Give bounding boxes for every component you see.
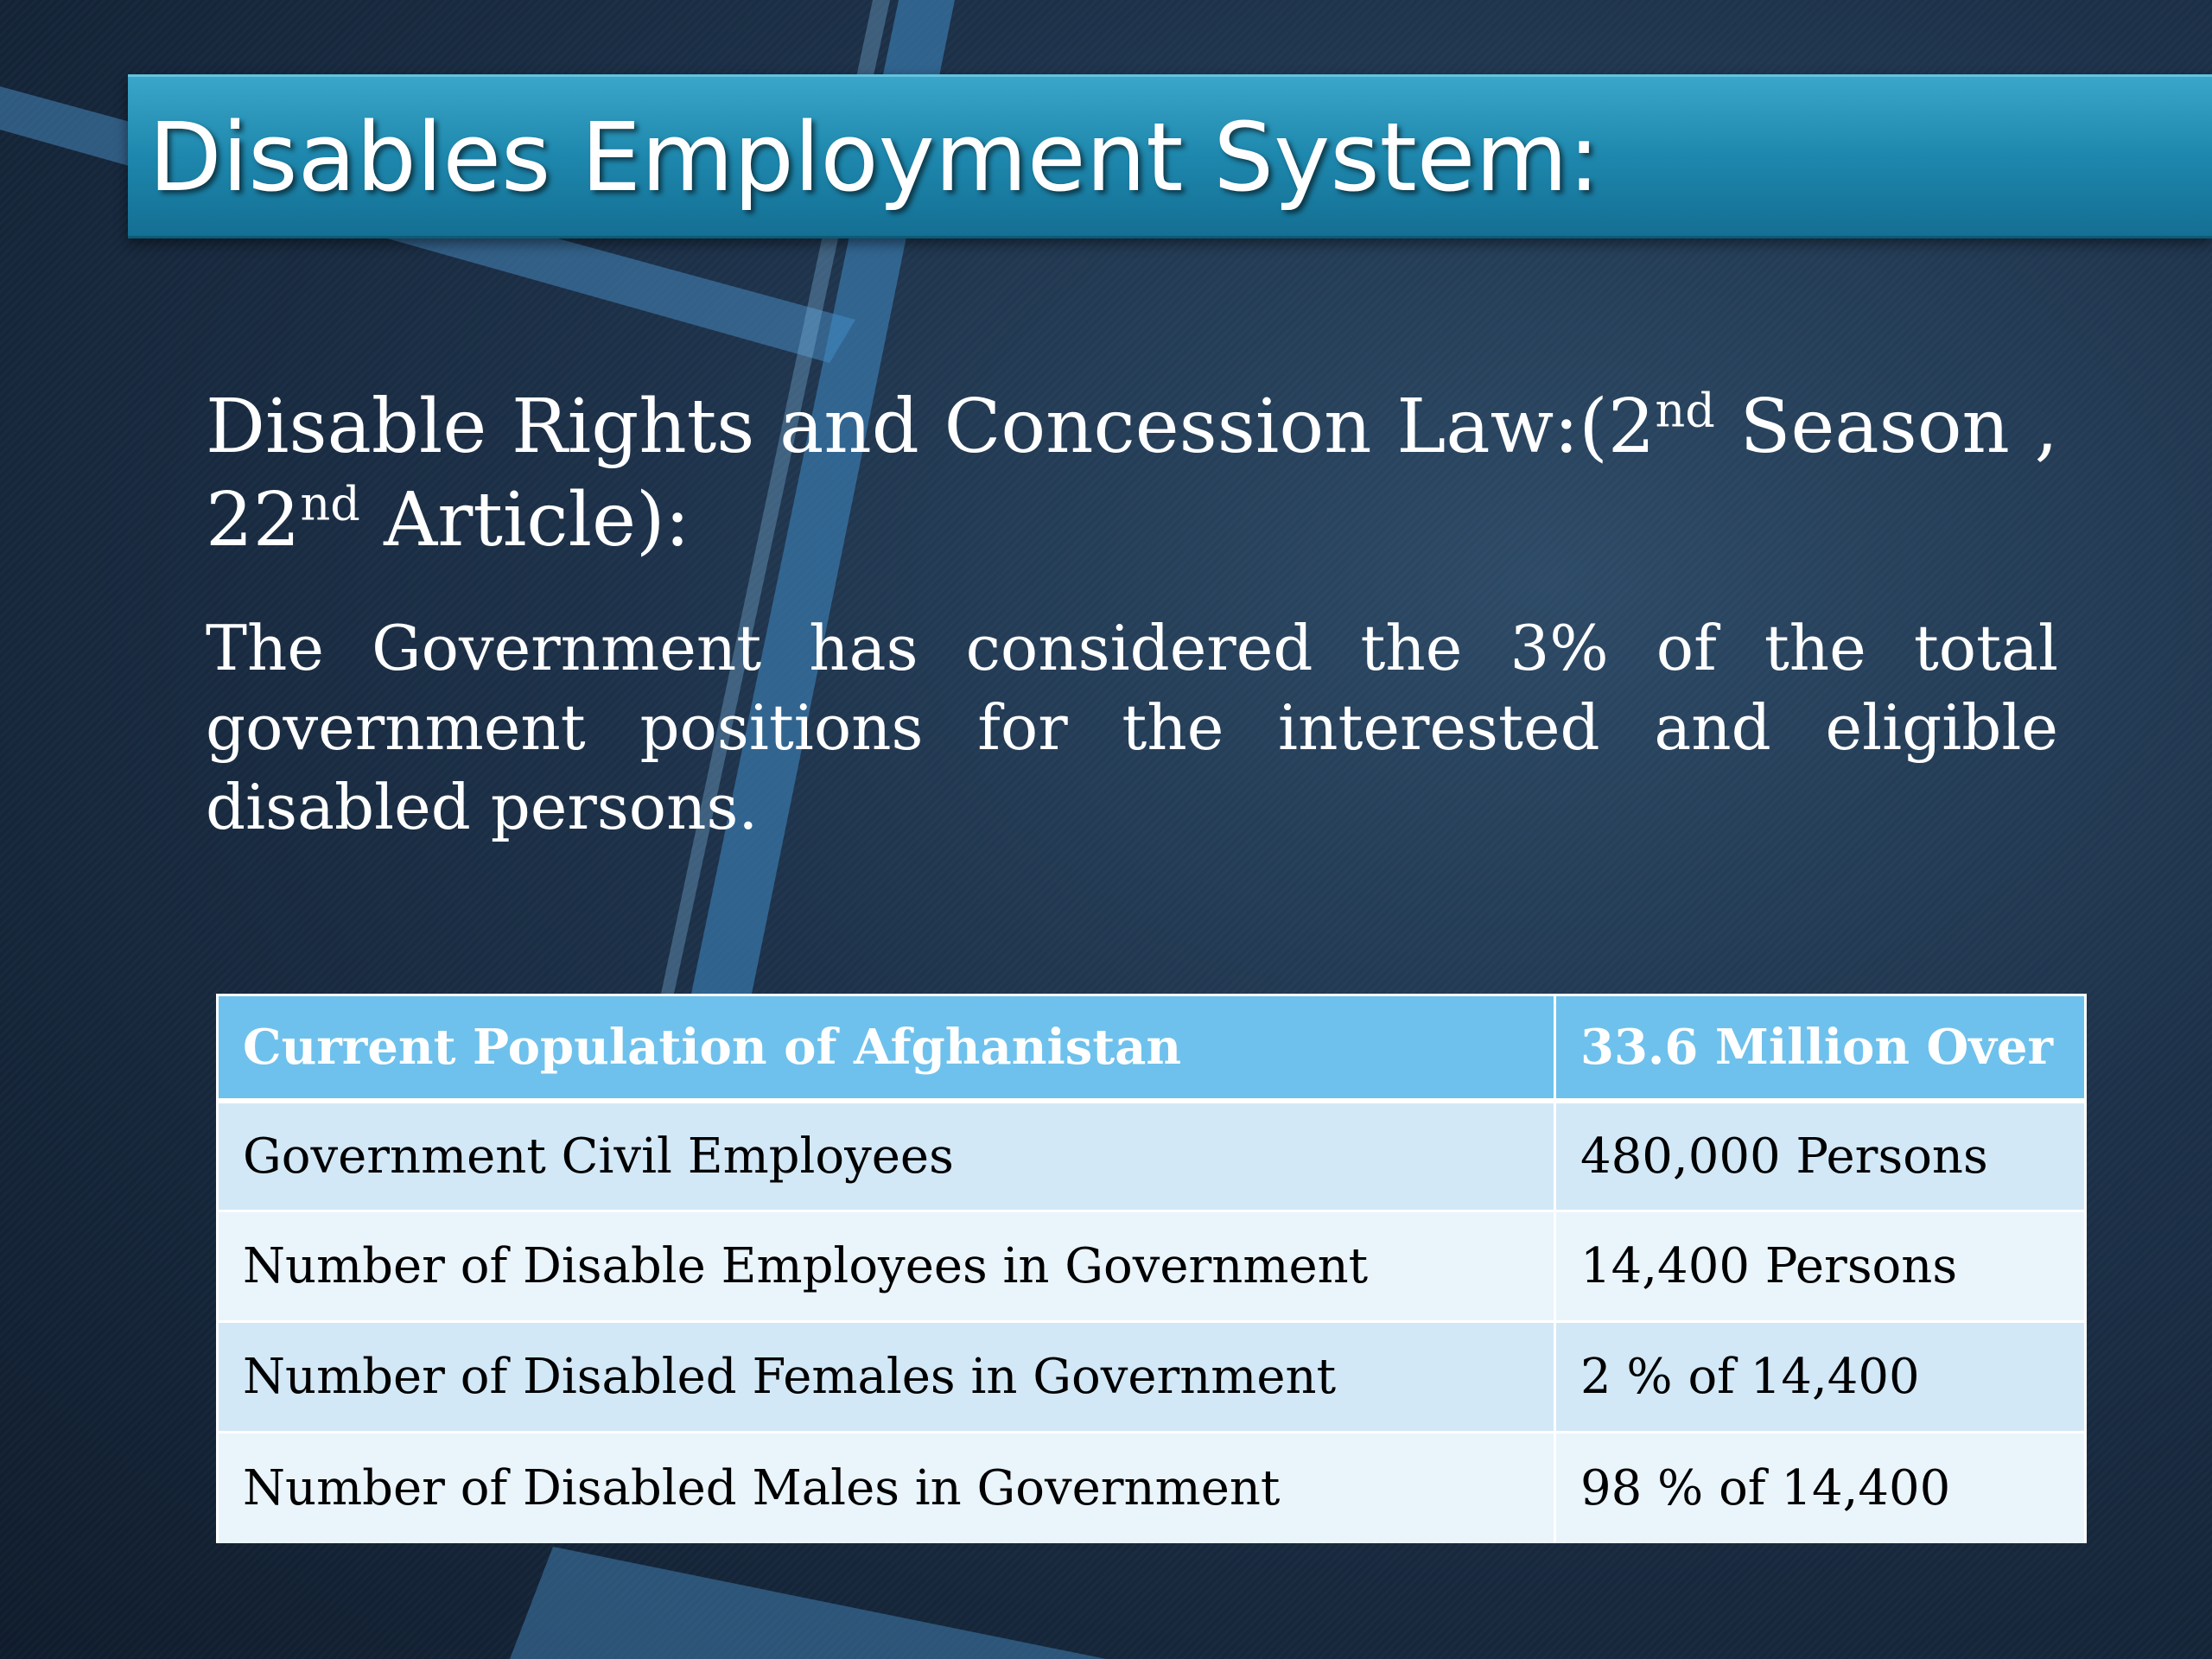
deco-bottom-shape	[510, 1547, 1106, 1659]
row-value-cell: 2 % of 14,400	[1554, 1320, 2087, 1433]
row-label-cell: Number of Disabled Males in Government	[216, 1431, 1556, 1543]
row-value-cell: 98 % of 14,400	[1554, 1431, 2087, 1543]
header-value-cell: 33.6 Million Over	[1554, 994, 2087, 1103]
deco-vertical-stripe	[691, 0, 955, 994]
title-bar: Disables Employment System:	[128, 74, 2212, 238]
deco-vertical-light	[661, 0, 890, 994]
row-label-cell: Government Civil Employees	[216, 1099, 1556, 1211]
row-label-cell: Number of Disabled Females in Government	[216, 1320, 1556, 1433]
law-heading-part1: Disable Rights and Concession Law:(2	[206, 384, 1656, 470]
law-body-text: The Government has considered the 3% of …	[206, 612, 2058, 843]
table-header-row: Current Population of Afghanistan 33.6 M…	[216, 994, 2087, 1103]
row-value-cell: 14,400 Persons	[1554, 1210, 2087, 1322]
table-row: Government Civil Employees 480,000 Perso…	[216, 1099, 2087, 1211]
employment-stats-table: Current Population of Afghanistan 33.6 M…	[216, 994, 2087, 1543]
row-label-cell: Number of Disable Employees in Governmen…	[216, 1210, 1556, 1322]
slide-title: Disables Employment System:	[149, 102, 1600, 213]
header-label-cell: Current Population of Afghanistan	[216, 994, 1556, 1103]
law-heading: Disable Rights and Concession Law:(2nd S…	[206, 380, 2058, 567]
table-row: Number of Disable Employees in Governmen…	[216, 1210, 2087, 1322]
law-heading-sup2: nd	[300, 476, 360, 531]
law-heading-part3: Article):	[359, 477, 690, 563]
table-row: Number of Disabled Females in Government…	[216, 1320, 2087, 1433]
row-value-cell: 480,000 Persons	[1554, 1099, 2087, 1211]
law-heading-part2: Season , 22	[206, 384, 2058, 563]
table-row: Number of Disabled Males in Government 9…	[216, 1431, 2087, 1543]
law-heading-sup1: nd	[1655, 383, 1715, 438]
